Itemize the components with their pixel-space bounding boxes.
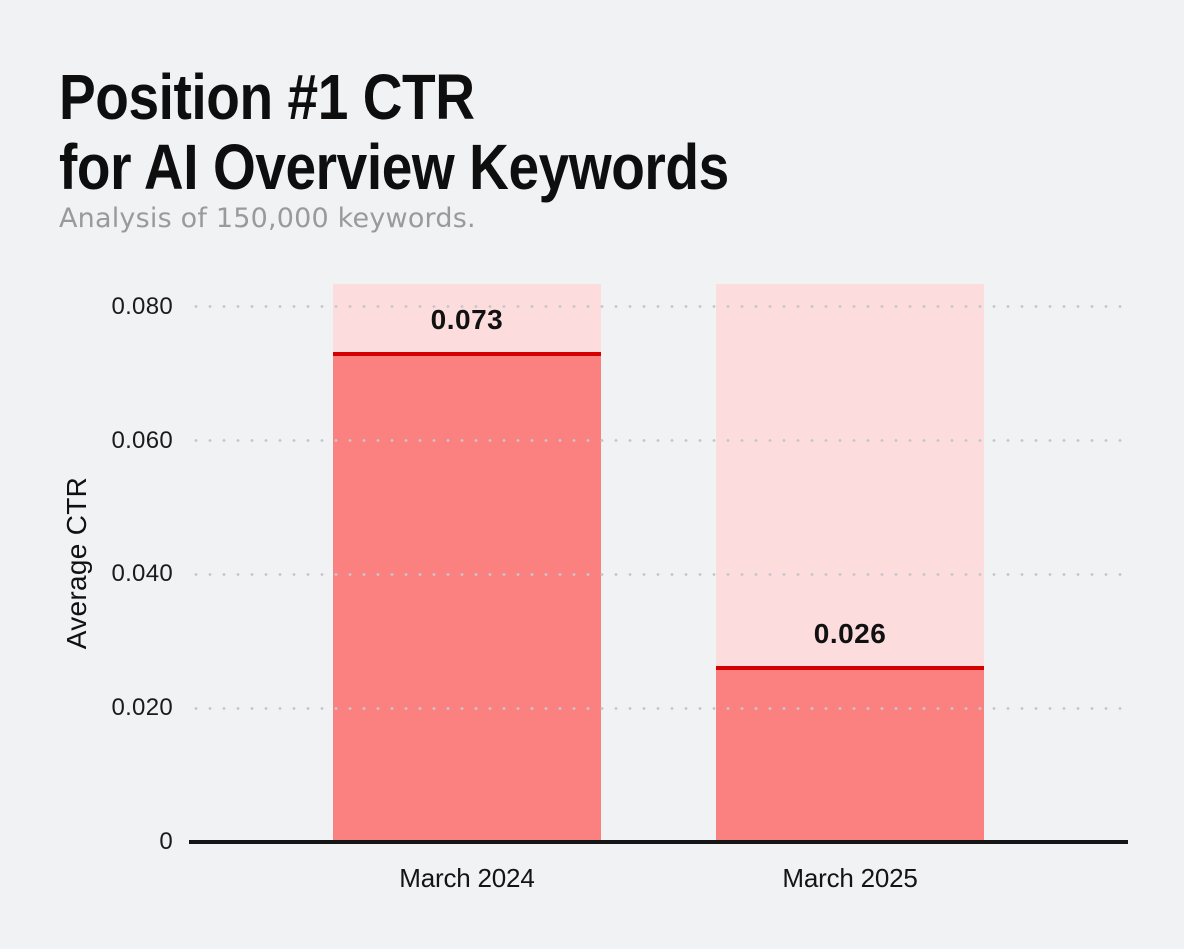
gridline-0.080 — [189, 305, 1128, 309]
bar-fill — [716, 668, 985, 842]
x-tick-label: March 2025 — [782, 863, 918, 893]
y-axis-tick-labels: 0 0.020 0.040 0.060 0.080 — [0, 284, 173, 855]
bar-value-label: 0.073 — [430, 303, 504, 335]
chart-title-line-2: for AI Overview Keywords — [59, 131, 729, 203]
chart-subtitle: Analysis of 150,000 keywords. — [59, 203, 476, 234]
y-tick-label-0.020: 0.020 — [111, 694, 173, 722]
chart-title: Position #1 CTR for AI Overview Keywords — [59, 62, 729, 202]
x-axis-line — [189, 840, 1128, 844]
plot-area: 0.073 0.026 — [189, 284, 1128, 844]
bar-value-label: 0.026 — [813, 618, 887, 650]
bar-value-line — [716, 666, 985, 671]
y-tick-label-0.080: 0.080 — [111, 292, 173, 320]
x-axis-tick-labels: March 2024 March 2025 — [189, 863, 1128, 893]
chart-title-line-1: Position #1 CTR — [59, 61, 475, 133]
gridline-0.040 — [189, 572, 1128, 576]
x-tick-label: March 2024 — [399, 863, 535, 893]
y-tick-label-0: 0 — [159, 828, 173, 855]
y-tick-label-0.060: 0.060 — [111, 426, 173, 454]
bar-value-line — [332, 351, 601, 356]
gridline-0.020 — [189, 706, 1128, 710]
y-tick-label-0.040: 0.040 — [111, 560, 173, 588]
bar-fill — [332, 353, 601, 842]
gridline-0.060 — [189, 439, 1128, 443]
